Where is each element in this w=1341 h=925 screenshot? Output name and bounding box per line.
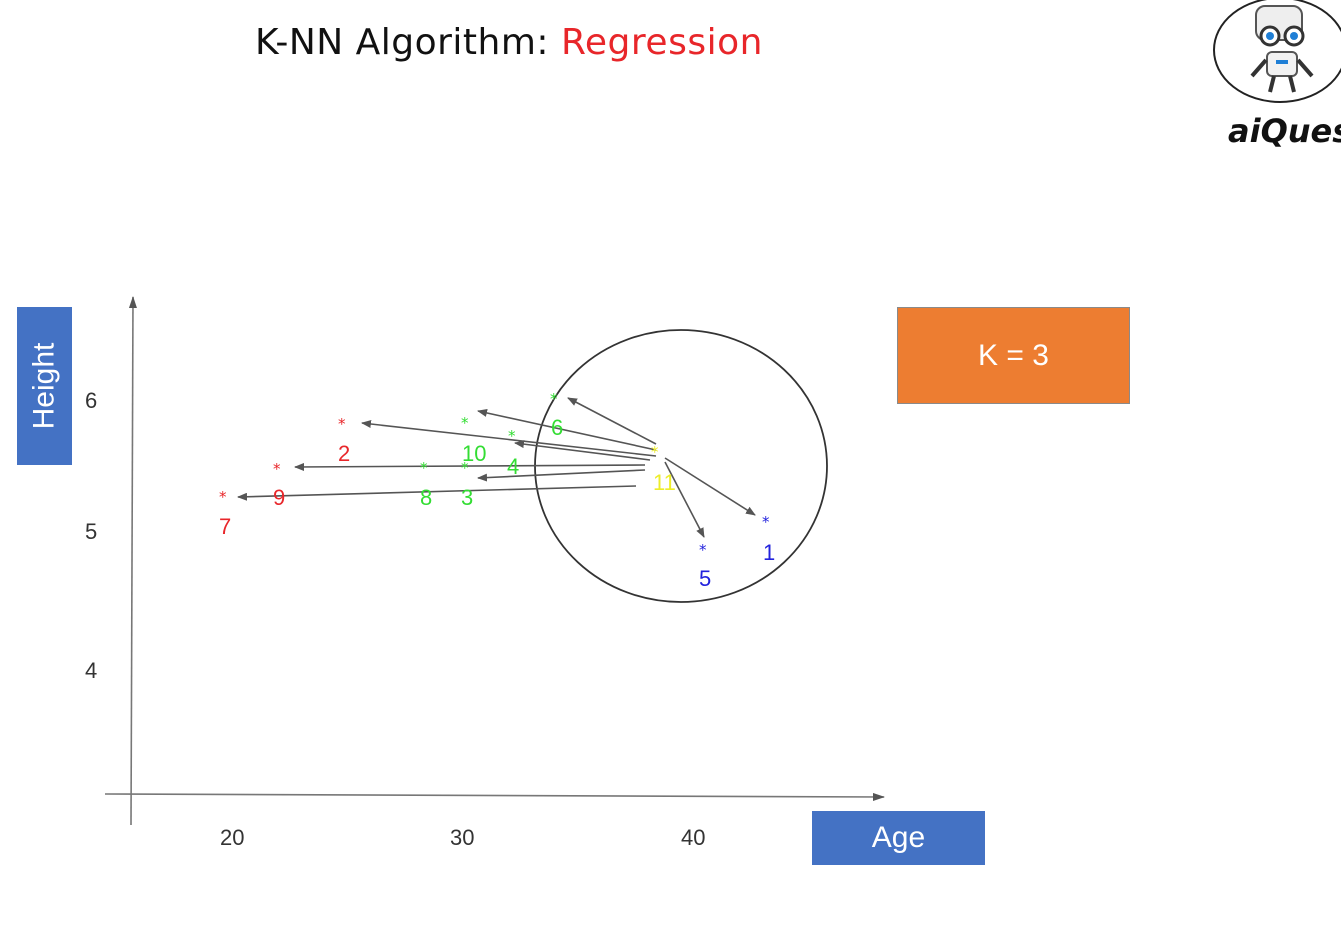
x-tick-40: 40 — [681, 825, 705, 850]
y-axis-label: Height — [17, 307, 72, 465]
point-1: * 1 — [762, 513, 775, 565]
point-4-marker: * — [508, 427, 516, 445]
point-5-marker: * — [699, 541, 707, 559]
arrow-to-5 — [664, 461, 705, 538]
point-4: * 4 — [507, 427, 519, 479]
k-value-text: K = 3 — [978, 338, 1049, 372]
x-tick-30: 30 — [450, 825, 474, 850]
arrow-to-6 — [567, 397, 657, 445]
point-1-marker: * — [762, 513, 770, 531]
x-axis-label: Age — [812, 811, 985, 865]
point-10-marker: * — [461, 414, 469, 432]
point-1-label: 1 — [763, 540, 775, 565]
point-9: * 9 — [273, 460, 285, 510]
distance-arrows — [237, 397, 756, 538]
point-5: * 5 — [699, 541, 711, 591]
point-3-marker: * — [461, 459, 469, 477]
x-axis-label-text: Age — [871, 821, 926, 854]
y-axis — [128, 296, 137, 826]
point-3-label: 3 — [461, 485, 473, 510]
arrow-to-2 — [361, 420, 657, 457]
point-10: * 10 — [461, 414, 486, 466]
point-2-marker: * — [338, 415, 346, 433]
slide-title: K-NN Algorithm: Regression — [255, 22, 763, 63]
point-4-label: 4 — [507, 454, 519, 479]
point-8-marker: * — [420, 459, 428, 477]
point-5-label: 5 — [699, 566, 711, 591]
point-9-label: 9 — [273, 485, 285, 510]
arrow-to-1 — [664, 457, 756, 516]
point-11-query: * 11 — [651, 443, 676, 495]
brand-name: aiQues — [1228, 112, 1341, 150]
robot-logo-icon — [1213, 0, 1341, 103]
title-accent: Regression — [561, 22, 763, 63]
arrow-to-9 — [294, 462, 646, 471]
point-11-marker: * — [651, 443, 659, 461]
point-7-marker: * — [219, 488, 227, 506]
point-7: * 7 — [219, 488, 231, 539]
point-6-marker: * — [550, 390, 558, 408]
arrow-to-3 — [477, 469, 646, 482]
point-6-label: 6 — [551, 415, 563, 440]
x-tick-20: 20 — [220, 825, 244, 850]
point-9-marker: * — [273, 460, 281, 478]
point-7-label: 7 — [219, 514, 231, 539]
arrow-to-4 — [514, 440, 651, 461]
y-tick-4: 4 — [85, 658, 97, 683]
point-8-label: 8 — [420, 485, 432, 510]
point-6: * 6 — [550, 390, 563, 440]
point-2: * 2 — [338, 415, 350, 466]
k-value-box: K = 3 — [897, 307, 1130, 404]
y-tick-5: 5 — [85, 519, 97, 544]
point-10-label: 10 — [462, 441, 486, 466]
y-axis-label-text: Height — [27, 342, 61, 430]
point-2-label: 2 — [338, 441, 350, 466]
arrow-to-10 — [477, 409, 657, 451]
x-axis — [104, 792, 885, 801]
point-8: * 8 — [420, 459, 432, 510]
title-prefix: K-NN Algorithm: — [255, 22, 562, 63]
point-3: * 3 — [461, 459, 473, 510]
y-tick-6: 6 — [85, 388, 97, 413]
point-11-label: 11 — [653, 470, 676, 495]
arrow-to-7 — [237, 485, 637, 501]
